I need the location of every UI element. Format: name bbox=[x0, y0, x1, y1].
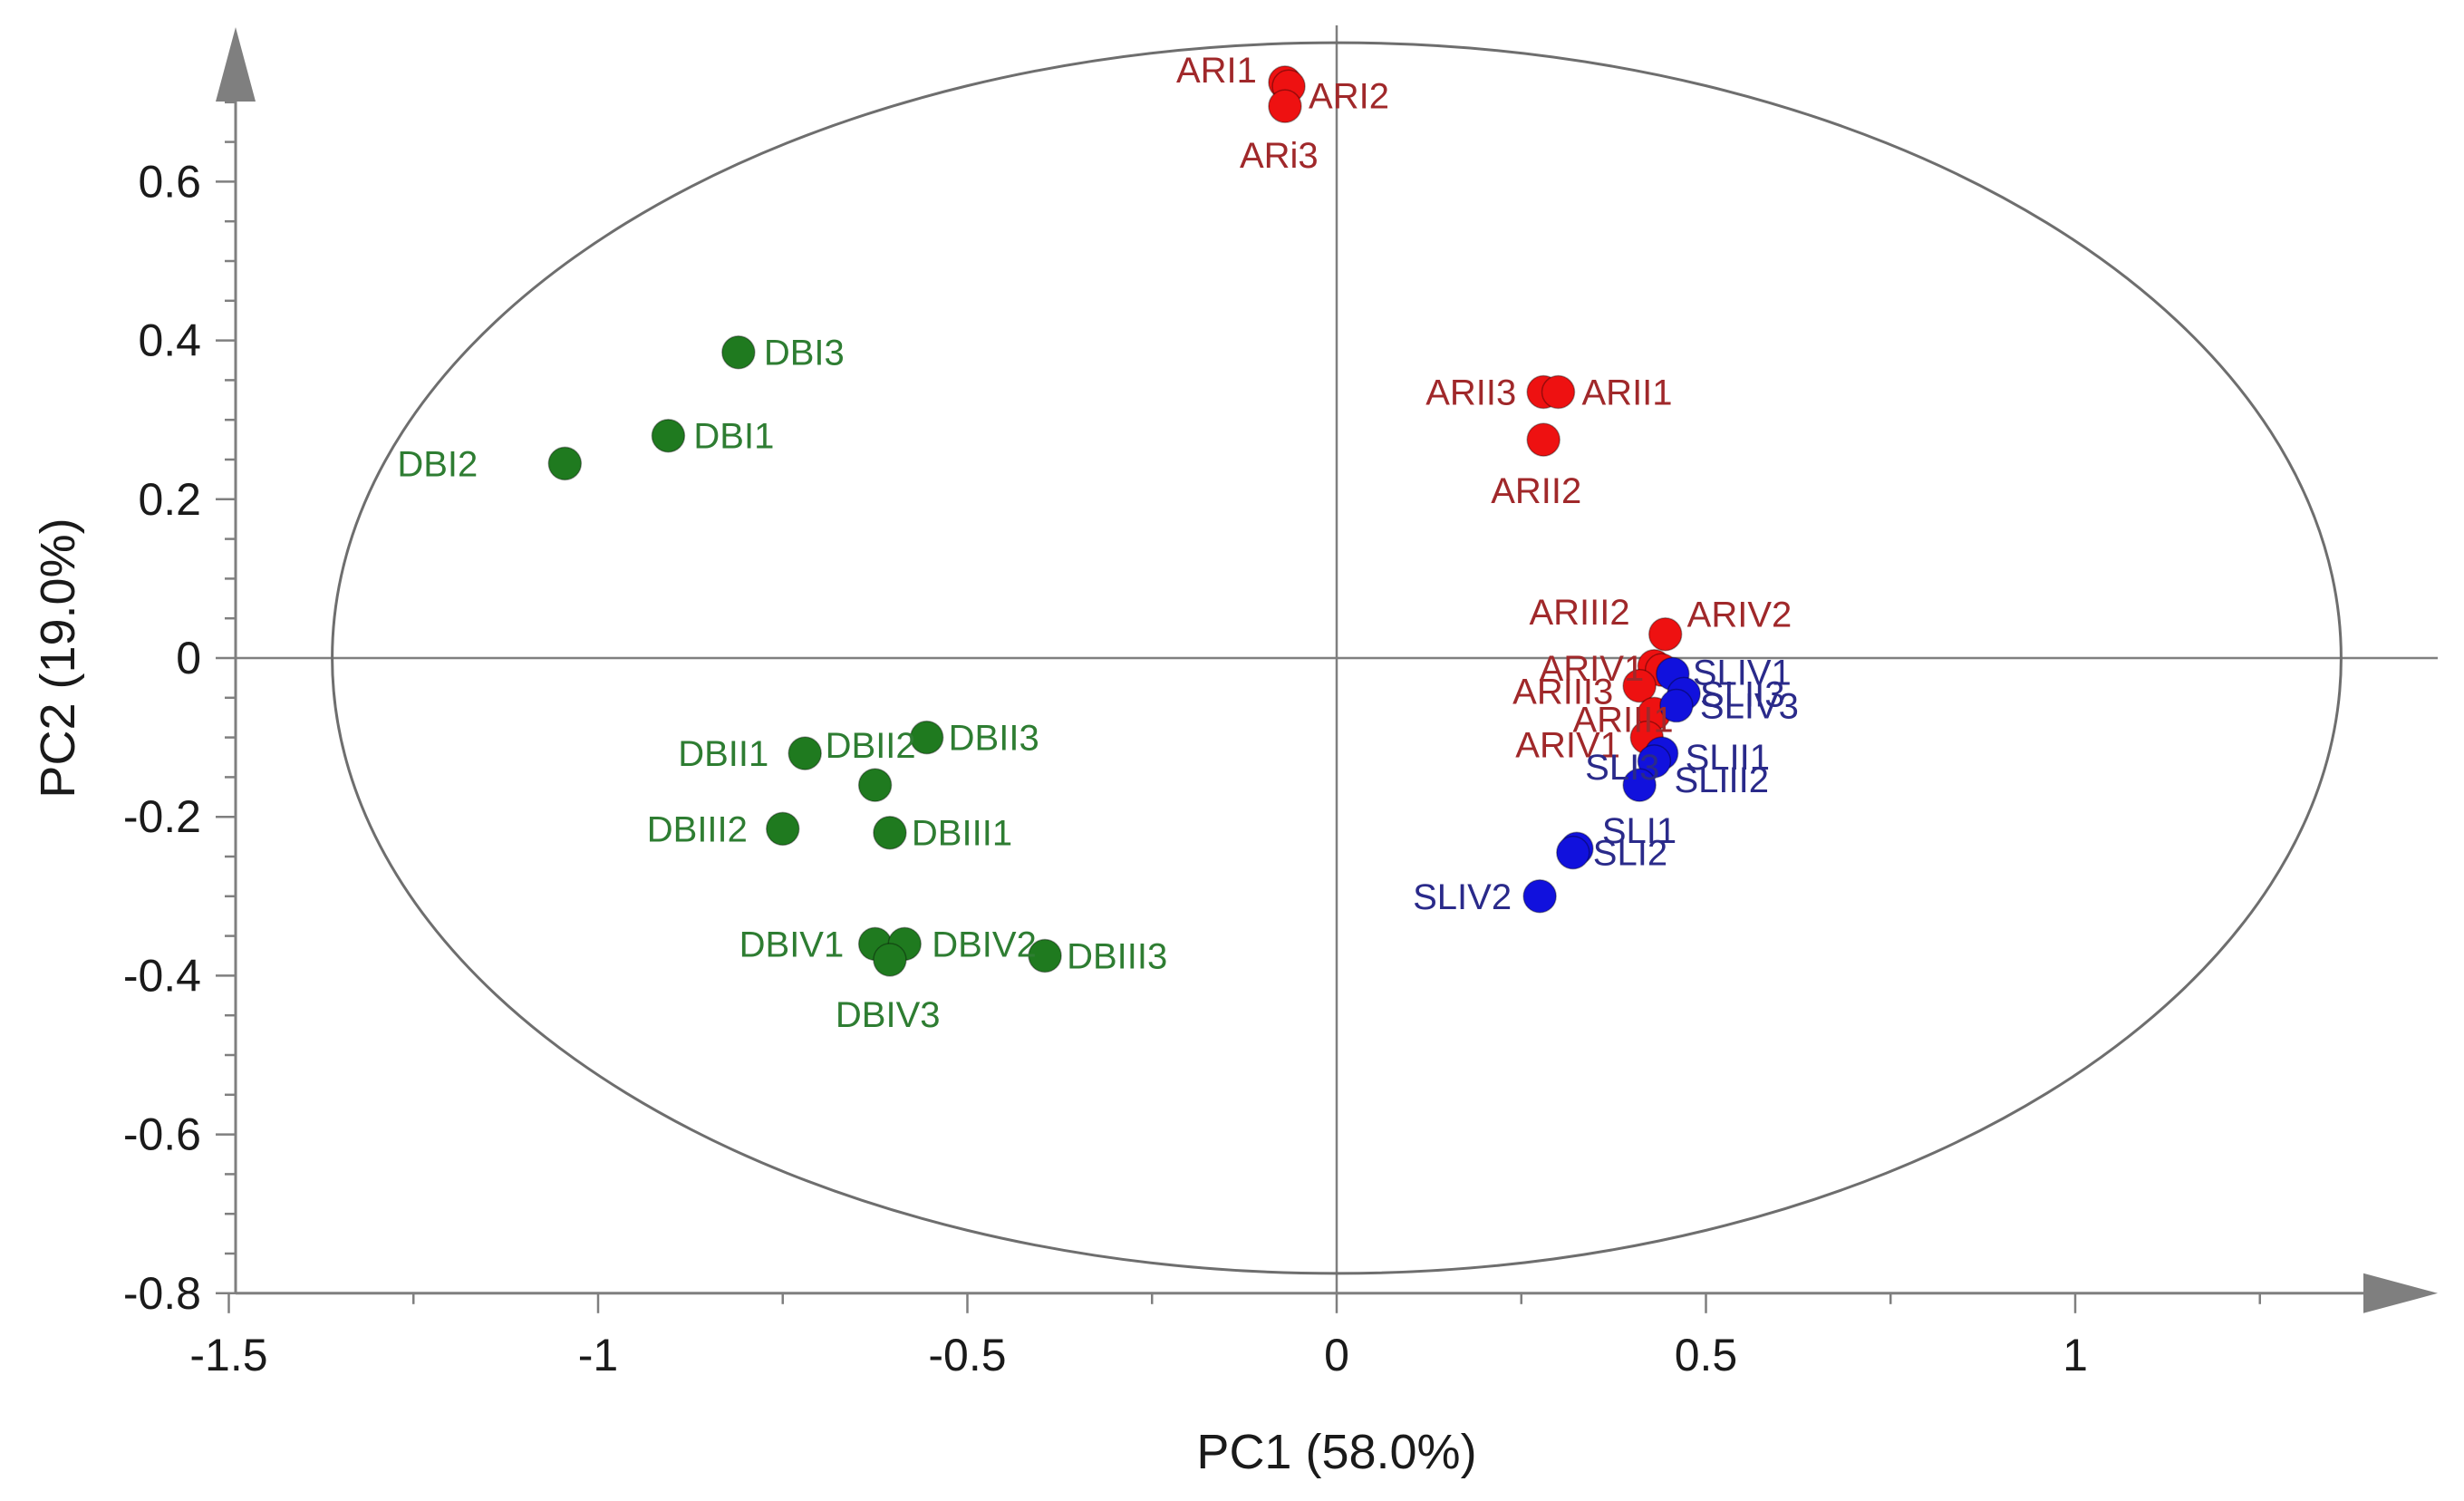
data-label-ariv2: ARIV2 bbox=[1687, 596, 1792, 635]
y-tick-label: -0.2 bbox=[123, 791, 201, 842]
x-axis-title: PC1 (58.0%) bbox=[1196, 1425, 1476, 1479]
data-label-sli1: SLI1 bbox=[1602, 811, 1676, 851]
y-axis-title: PC2 (19.0%) bbox=[31, 518, 85, 798]
data-label-sliii2: SLIII2 bbox=[1674, 760, 1769, 800]
data-label-ari2: ARI2 bbox=[1309, 76, 1389, 116]
data-label-dbi1: DBI1 bbox=[693, 417, 774, 457]
data-label-slii1: SLII1 bbox=[1686, 738, 1770, 778]
y-tick-label: 0.2 bbox=[138, 474, 201, 525]
data-point-sliv2 bbox=[1522, 879, 1557, 914]
data-label-sliv1: SLIV1 bbox=[1693, 654, 1792, 693]
data-label-dbii2: DBII2 bbox=[826, 726, 916, 766]
data-point-dbi2 bbox=[547, 446, 583, 481]
data-point-ari3 bbox=[1268, 89, 1302, 123]
data-point-dbii2 bbox=[857, 768, 893, 802]
axes: -0.8 -0.6 -0.4 -0.2 0 0.2 0.4 0.6 -1.5 -1 -0.5 0 0.5… bbox=[123, 25, 2438, 1380]
data-point-ariv2 bbox=[1647, 616, 1683, 652]
data-label-slii3: SLII3 bbox=[1700, 674, 1784, 714]
y-tick-label: -0.8 bbox=[123, 1268, 201, 1319]
data-label-arii2: ARII2 bbox=[1491, 471, 1581, 511]
data-points bbox=[547, 65, 1701, 977]
data-point-arii2 bbox=[1526, 422, 1561, 457]
data-point-dbiv3 bbox=[873, 943, 907, 977]
data-label-dbiii2: DBIII2 bbox=[647, 809, 748, 849]
data-point-dbi1 bbox=[651, 418, 686, 453]
y-axis-arrow bbox=[216, 27, 256, 102]
data-label-dbiii3: DBIII3 bbox=[1067, 937, 1167, 977]
data-point-dbii1 bbox=[788, 736, 822, 770]
confidence-ellipse bbox=[331, 41, 2343, 1275]
x-axis-arrow bbox=[2363, 1273, 2438, 1313]
data-point-dbi3 bbox=[721, 334, 756, 370]
data-point-sliv3 bbox=[1659, 688, 1694, 723]
y-tick-label: -0.4 bbox=[123, 950, 201, 1001]
x-tick-label: -1 bbox=[578, 1330, 618, 1380]
data-label-dbiv3: DBIV3 bbox=[836, 995, 941, 1035]
data-label-ari1: ARI1 bbox=[1176, 51, 1257, 91]
data-label-sliv3: SLIV3 bbox=[1700, 687, 1799, 727]
x-tick-label: 0 bbox=[1324, 1330, 1349, 1380]
data-point-ariii3 bbox=[1622, 668, 1657, 703]
data-label-arii1: ARII1 bbox=[1582, 373, 1673, 413]
data-point-dbiii1 bbox=[873, 815, 907, 850]
x-tick-label: -0.5 bbox=[928, 1330, 1006, 1380]
data-label-dbi2: DBI2 bbox=[397, 444, 478, 484]
data-point-dbiii2 bbox=[766, 811, 800, 847]
data-label-ariv1: ARIV1 bbox=[1540, 649, 1645, 689]
data-label-arii3: ARII3 bbox=[1425, 373, 1516, 413]
data-label-dbii1: DBII1 bbox=[678, 734, 768, 774]
data-label-ariii2: ARIII2 bbox=[1529, 593, 1629, 633]
data-point-dbii3 bbox=[909, 720, 944, 755]
y-tick-label: -0.6 bbox=[123, 1109, 201, 1160]
x-tick-label: -1.5 bbox=[189, 1330, 267, 1380]
data-label-ariv1: ARIV1 bbox=[1515, 726, 1620, 766]
data-label-dbiv2: DBIV2 bbox=[932, 925, 1037, 964]
data-label-dbiv1: DBIV1 bbox=[739, 925, 845, 964]
confidence-ellipse-group bbox=[331, 41, 2343, 1275]
data-label-sli2: SLI2 bbox=[1593, 834, 1667, 874]
data-point-arii1 bbox=[1541, 374, 1576, 410]
y-tick-label: 0.4 bbox=[138, 315, 201, 366]
data-label-ariii1: ARIII1 bbox=[1572, 700, 1673, 740]
y-tick-label: 0.6 bbox=[138, 156, 201, 207]
data-label-ariii3: ARIII3 bbox=[1512, 673, 1613, 712]
y-tick-label: 0 bbox=[176, 633, 201, 683]
data-label-dbii3: DBII3 bbox=[949, 719, 1039, 759]
data-label-dbi3: DBI3 bbox=[764, 334, 845, 373]
data-label-sliv2: SLIV2 bbox=[1413, 877, 1512, 917]
data-labels: DBI3 DBI1 DBI2 DBII1 DBII2 DBII3 DBIII2 DBIII1 D… bbox=[397, 51, 1799, 1035]
data-point-sliii2 bbox=[1637, 744, 1672, 779]
x-tick-label: 1 bbox=[2063, 1330, 2088, 1380]
data-label-dbiii1: DBIII1 bbox=[912, 814, 1012, 854]
data-point-sli2 bbox=[1556, 835, 1590, 870]
data-label-ari3: ARi3 bbox=[1240, 136, 1319, 176]
x-tick-label: 0.5 bbox=[1675, 1330, 1738, 1380]
data-point-dbiii3 bbox=[1028, 938, 1062, 973]
data-label-sli3: SLI3 bbox=[1585, 748, 1659, 788]
data-point-sli3 bbox=[1622, 768, 1657, 802]
